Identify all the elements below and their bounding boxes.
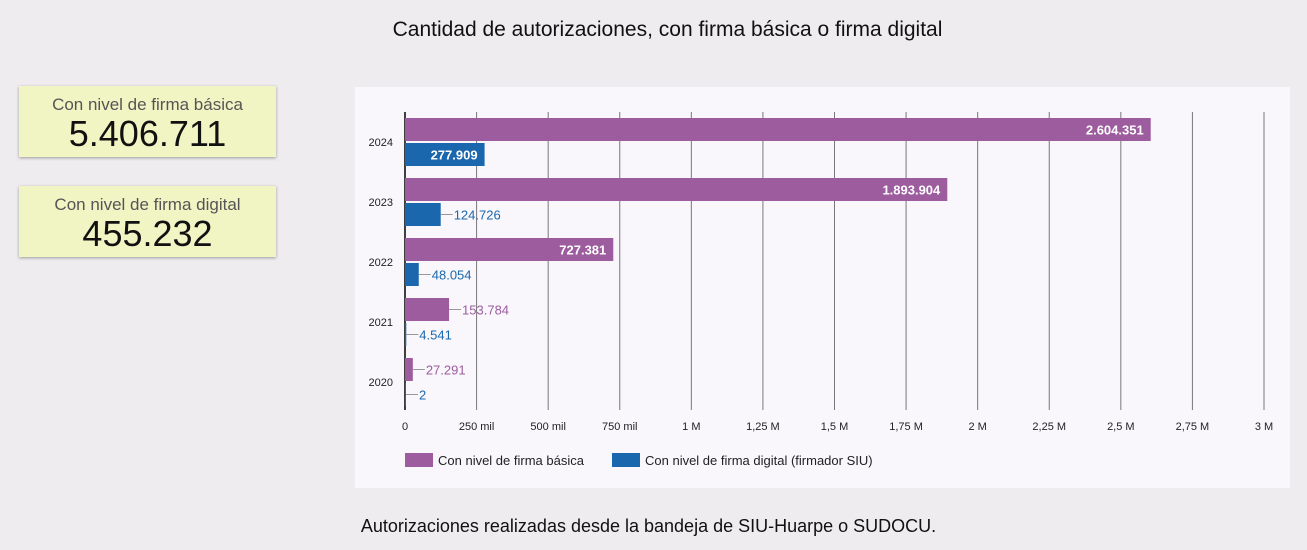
data-label: 124.726 [454,208,501,223]
chart-title: Cantidad de autorizaciones, con firma bá… [392,18,943,41]
data-label: 153.784 [462,303,509,318]
bar-digital-2022 [405,263,419,286]
x-tick-label: 750 mil [602,421,637,433]
kpi-label: Con nivel de firma digital [54,195,241,214]
x-tick-label: 1,75 M [889,421,923,433]
kpi-firma-basica: Con nivel de firma básica 5.406.711 [19,86,276,157]
x-tick-label: 1,25 M [746,421,780,433]
bar-basica-2024 [405,118,1151,141]
legend-item: Con nivel de firma digital (firmador SIU… [645,453,873,468]
bar-chart: 0 250 mil 500 mil 750 mil 1 M 1,25 M 1,5 M 1,75… [369,112,1273,468]
footer-note: Autorizaciones realizadas desde la bande… [360,516,937,536]
y-tick-label: 2020 [369,377,393,389]
data-label: 4.541 [419,328,452,343]
bar-basica-2020 [405,358,413,381]
data-label: 727.381 [559,243,606,258]
x-tick-label: 1 M [682,421,700,433]
chart-panel: 0 250 mil 500 mil 750 mil 1 M 1,25 M 1,5 M 1,75… [355,87,1290,488]
bar-digital-2023 [405,203,441,226]
legend-item: Con nivel de firma básica [438,453,585,468]
kpi-label: Con nivel de firma básica [52,95,243,114]
x-tick-label: 2,75 M [1176,421,1210,433]
x-tick-label: 500 mil [530,421,565,433]
data-label: 48.054 [432,268,472,283]
bar-basica-2022 [405,238,614,261]
bar-digital-2021 [405,323,407,346]
y-tick-label: 2024 [369,137,393,149]
x-tick-label: 0 [402,421,408,433]
bar-digital-2024 [405,143,485,166]
y-tick-label: 2023 [369,197,393,209]
x-tick-label: 250 mil [459,421,494,433]
x-tick-label: 2 M [968,421,986,433]
kpi-firma-digital: Con nivel de firma digital 455.232 [19,186,276,257]
data-label: 277.909 [431,148,478,163]
data-label: 2 [419,388,426,403]
data-label: 2.604.351 [1086,123,1144,138]
data-label: 1.893.904 [882,183,941,198]
x-tick-label: 1,5 M [821,421,849,433]
y-tick-label: 2022 [369,257,393,269]
data-label: 27.291 [426,363,466,378]
y-tick-label: 2021 [369,317,393,329]
bar-basica-2023 [405,178,948,201]
x-tick-label: 2,5 M [1107,421,1135,433]
kpi-value: 455.232 [82,213,213,254]
x-tick-label: 3 M [1255,421,1273,433]
x-tick-label: 2,25 M [1032,421,1066,433]
kpi-value: 5.406.711 [68,113,227,154]
bar-basica-2021 [405,298,450,321]
legend-swatch [612,453,640,467]
bar-digital-2020 [405,383,406,406]
legend-swatch [405,453,433,467]
